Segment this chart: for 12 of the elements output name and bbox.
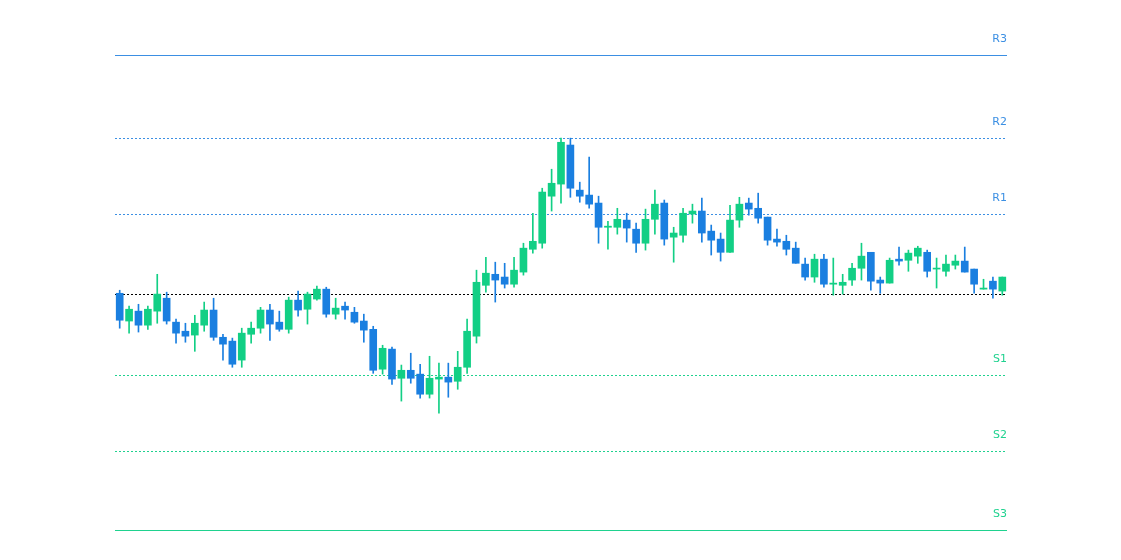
candlestick — [444, 362, 453, 398]
candlestick — [604, 220, 612, 250]
candlestick — [491, 261, 500, 303]
ref-line-label: S1 — [993, 351, 1007, 365]
ref-line-label: S3 — [993, 506, 1007, 520]
ref-line-label: R3 — [992, 31, 1007, 45]
candlestick — [838, 273, 847, 295]
candlestick — [829, 257, 838, 296]
candlestick — [341, 301, 349, 320]
ref-line-label: R1 — [992, 190, 1007, 204]
ref-line-label: S2 — [993, 427, 1007, 441]
ref-line-label: R2 — [992, 114, 1007, 128]
